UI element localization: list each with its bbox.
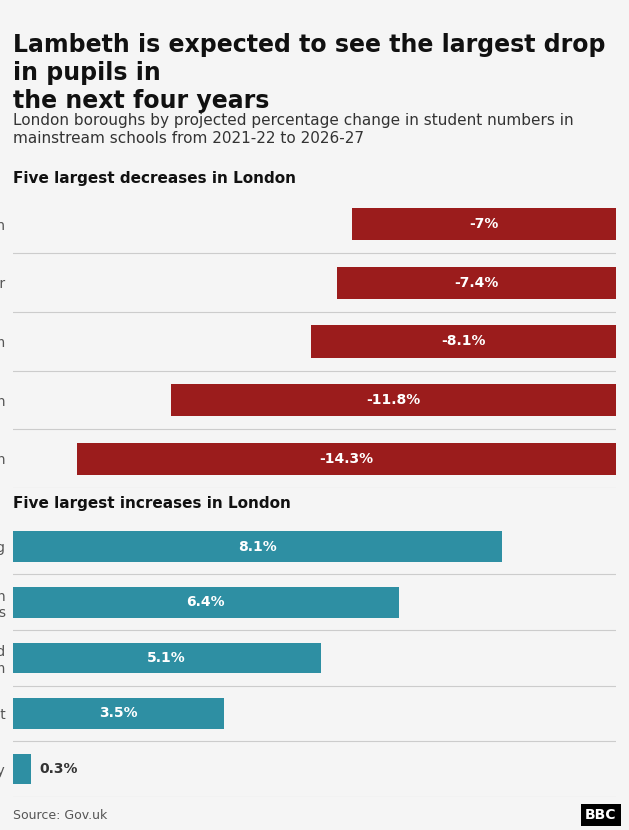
Text: 6.4%: 6.4%	[186, 595, 225, 609]
Bar	[13, 531, 502, 562]
Text: -7%: -7%	[470, 217, 499, 231]
Bar	[352, 208, 616, 240]
Text: London boroughs by projected percentage change in student numbers in
mainstream : London boroughs by projected percentage …	[13, 113, 573, 145]
Text: 3.5%: 3.5%	[99, 706, 138, 720]
Text: -7.4%: -7.4%	[455, 276, 499, 290]
Text: -11.8%: -11.8%	[367, 393, 421, 407]
Text: Five largest increases in London: Five largest increases in London	[13, 496, 291, 511]
Bar	[337, 266, 616, 299]
Text: Five largest decreases in London: Five largest decreases in London	[13, 171, 296, 186]
Text: Lambeth is expected to see the largest drop in pupils in
the next four years: Lambeth is expected to see the largest d…	[13, 33, 605, 113]
Text: 5.1%: 5.1%	[147, 651, 186, 665]
Text: BBC: BBC	[585, 808, 616, 822]
Text: 0.3%: 0.3%	[40, 762, 78, 776]
Bar	[171, 384, 616, 416]
Text: Source: Gov.uk: Source: Gov.uk	[13, 808, 107, 822]
Bar	[13, 642, 321, 673]
Bar	[13, 698, 224, 729]
Bar	[13, 754, 31, 784]
Bar	[311, 325, 616, 358]
Bar	[13, 587, 399, 618]
Text: -14.3%: -14.3%	[320, 452, 374, 466]
Text: -8.1%: -8.1%	[442, 334, 486, 349]
Bar	[77, 442, 616, 475]
Text: 8.1%: 8.1%	[238, 540, 277, 554]
